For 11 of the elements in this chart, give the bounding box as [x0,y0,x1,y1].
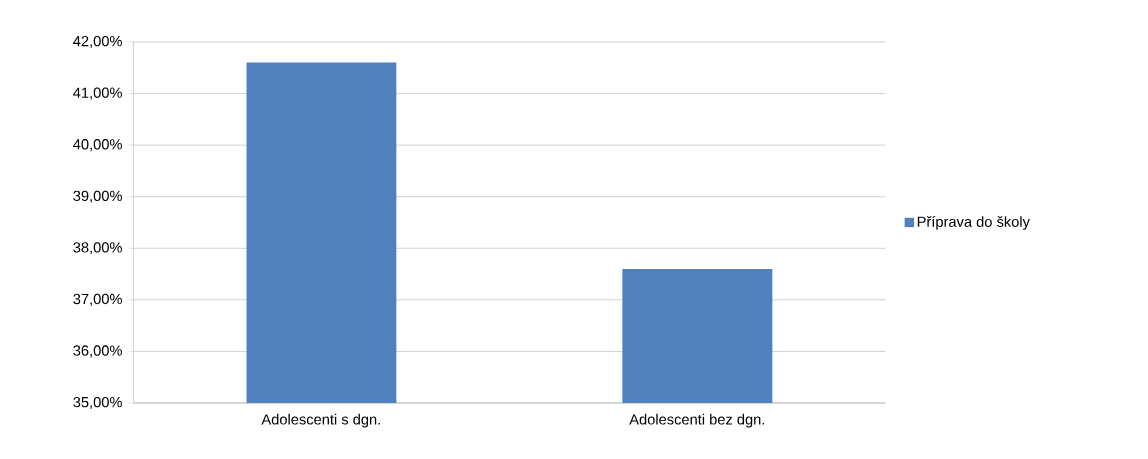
y-tick-label: 35,00% [73,396,122,410]
y-tick-label: 37,00% [73,293,122,306]
x-tick-label: Adolescenti s dgn. [261,413,380,428]
y-tick-label: 38,00% [73,242,122,255]
y-tick-label: 41,00% [73,87,122,100]
x-tick-label: Adolescenti bez dgn. [629,413,765,428]
legend-label: Příprava do školy [917,216,1030,230]
y-tick-label: 39,00% [73,190,122,203]
y-tick-label: 40,00% [73,139,122,152]
y-tick-label: 36,00% [73,345,122,358]
y-tick-label: 42,00% [73,35,122,49]
